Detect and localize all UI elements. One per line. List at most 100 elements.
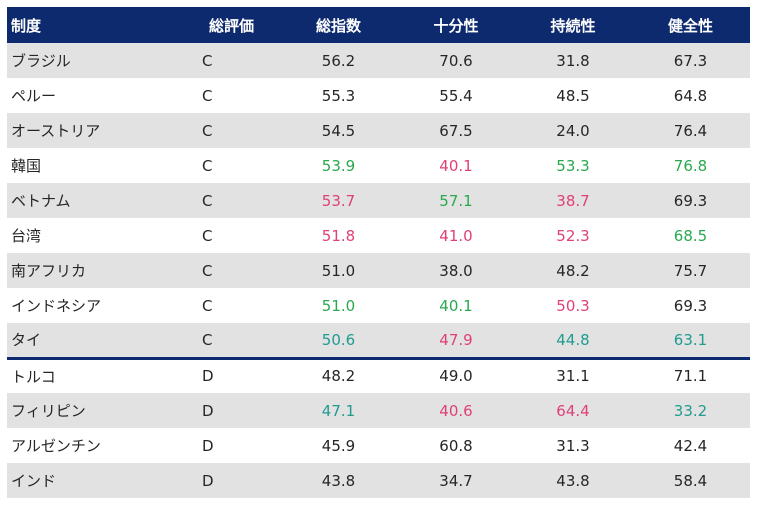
table-row: 南アフリカ C 51.0 38.0 48.2 75.7 [7, 253, 750, 288]
adequacy-cell: 38.0 [439, 261, 473, 280]
sustainability-cell: 44.8 [556, 330, 590, 349]
country-cell: インドネシア [11, 297, 102, 315]
overall-index-cell: 51.8 [321, 226, 356, 245]
adequacy-cell: 70.6 [439, 51, 473, 70]
table-row: ペルー C 55.3 55.4 48.5 64.8 [7, 78, 750, 113]
integrity-cell: 69.3 [673, 296, 708, 315]
grade-cell: C [202, 226, 213, 245]
grade-cell: C [202, 191, 213, 210]
sustainability-cell: 31.1 [515, 356, 631, 393]
adequacy-cell: 41.0 [439, 226, 473, 245]
adequacy-cell: 55.4 [439, 86, 473, 105]
integrity-cell: 69.3 [673, 191, 708, 210]
overall-index-cell: 45.9 [321, 436, 356, 455]
integrity-cell: 33.2 [673, 401, 708, 420]
overall-index-cell: 43.8 [321, 471, 356, 490]
adequacy-cell: 47.9 [439, 330, 473, 349]
sustainability-cell: 24.0 [556, 121, 590, 140]
adequacy-cell: 40.1 [439, 156, 473, 175]
grade-cell: C [202, 296, 213, 315]
sustainability-cell: 38.7 [556, 191, 590, 210]
grade-cell: D [183, 356, 280, 393]
sustainability-cell: 50.3 [556, 296, 590, 315]
table-row: ベトナム C 53.7 57.1 38.7 69.3 [7, 183, 750, 218]
country-cell: ブラジル [11, 52, 71, 70]
country-cell: アルゼンチン [11, 437, 101, 455]
header-overall-index: 総指数 [315, 16, 361, 35]
grade-cell: C [202, 121, 213, 140]
overall-index-cell: 47.1 [321, 401, 356, 420]
overall-index-cell: 53.7 [321, 191, 356, 210]
sustainability-cell: 53.3 [556, 156, 590, 175]
header-grade: 総評価 [208, 16, 254, 35]
adequacy-cell: 49.0 [397, 356, 515, 393]
table-row: タイ C 50.6 47.9 44.8 63.1 [7, 323, 750, 358]
integrity-cell: 67.3 [673, 51, 708, 70]
adequacy-cell: 60.8 [439, 436, 473, 455]
overall-index-cell: 48.2 [280, 356, 397, 393]
table-row: アルゼンチン D 45.9 60.8 31.3 42.4 [7, 428, 750, 463]
integrity-cell: 75.7 [673, 261, 708, 280]
sustainability-cell: 64.4 [556, 401, 590, 420]
integrity-cell: 76.4 [673, 121, 708, 140]
adequacy-cell: 40.1 [439, 296, 473, 315]
integrity-cell: 68.5 [673, 226, 708, 245]
integrity-cell: 64.8 [673, 86, 708, 105]
overall-index-cell: 55.3 [321, 86, 356, 105]
pension-index-table: 制度 総評価 総指数 十分性 持続性 健全性 ブラジル C 56.2 70.6 31.8… [7, 7, 750, 498]
country-cell: 台湾 [11, 227, 42, 245]
header-integrity: 健全性 [667, 16, 713, 35]
adequacy-cell: 57.1 [439, 191, 473, 210]
integrity-cell: 42.4 [673, 436, 708, 455]
country-cell: オーストリア [11, 122, 101, 140]
sustainability-cell: 52.3 [556, 226, 590, 245]
adequacy-cell: 34.7 [439, 471, 473, 490]
table-body: ブラジル C 56.2 70.6 31.8 67.3 ペルー C 55.3 55.4 48.5 64.… [7, 43, 750, 498]
country-cell: タイ [11, 331, 42, 350]
overall-index-cell: 50.6 [321, 330, 356, 349]
table-row: インドネシア C 51.0 40.1 50.3 69.3 [7, 288, 750, 323]
integrity-cell: 63.1 [673, 330, 708, 349]
adequacy-cell: 67.5 [439, 121, 473, 140]
table-row: トルコ D 48.2 49.0 31.1 71.1 [7, 356, 750, 393]
sustainability-cell: 48.2 [556, 261, 590, 280]
integrity-cell: 76.8 [673, 156, 708, 175]
grade-cell: C [202, 330, 213, 349]
country-cell: ベトナム [11, 192, 71, 210]
integrity-cell: 71.1 [631, 356, 750, 393]
grade-cell: D [202, 471, 214, 490]
grade-cell: D [202, 401, 214, 420]
grade-cell: D [202, 436, 214, 455]
table-row: フィリピン D 47.1 40.6 64.4 33.2 [7, 393, 750, 428]
integrity-cell: 58.4 [673, 471, 708, 490]
overall-index-cell: 51.0 [321, 261, 356, 280]
sustainability-cell: 48.5 [556, 86, 590, 105]
grade-cell: C [202, 86, 213, 105]
pension-index-table-container: 制度 総評価 総指数 十分性 持続性 健全性 ブラジル C 56.2 70.6 31.8… [7, 7, 750, 498]
country-cell: 南アフリカ [11, 262, 87, 280]
overall-index-cell: 54.5 [321, 121, 356, 140]
table-row: インド D 43.8 34.7 43.8 58.4 [7, 463, 750, 498]
country-cell: フィリピン [11, 402, 86, 420]
table-row: ブラジル C 56.2 70.6 31.8 67.3 [7, 43, 750, 78]
table-row: 台湾 C 51.8 41.0 52.3 68.5 [7, 218, 750, 253]
adequacy-cell: 40.6 [439, 401, 473, 420]
country-cell: トルコ [7, 356, 183, 393]
country-cell: ペルー [11, 87, 57, 105]
header-system: 制度 [11, 16, 42, 35]
sustainability-cell: 43.8 [556, 471, 590, 490]
table-row: オーストリア C 54.5 67.5 24.0 76.4 [7, 113, 750, 148]
sustainability-cell: 31.3 [556, 436, 590, 455]
country-cell: 韓国 [11, 157, 42, 175]
table-row: 韓国 C 53.9 40.1 53.3 76.8 [7, 148, 750, 183]
header-sustainability: 持続性 [550, 16, 596, 35]
grade-cell: C [202, 51, 213, 70]
grade-cell: C [202, 261, 213, 280]
sustainability-cell: 31.8 [556, 51, 590, 70]
table-header-row: 制度 総評価 総指数 十分性 持続性 健全性 [7, 7, 750, 43]
overall-index-cell: 56.2 [321, 51, 356, 70]
header-adequacy: 十分性 [433, 16, 479, 35]
overall-index-cell: 53.9 [321, 156, 356, 175]
grade-cell: C [202, 156, 213, 175]
overall-index-cell: 51.0 [321, 296, 356, 315]
